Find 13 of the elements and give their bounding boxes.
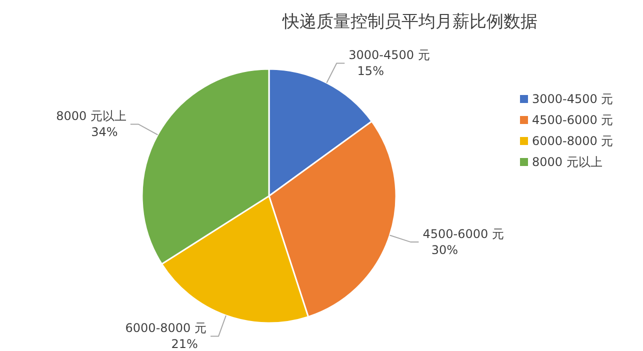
slice-label: 8000 元以上 [56, 109, 126, 124]
legend-label: 3000-4500 元 [532, 92, 614, 106]
legend-label: 8000 元以上 [532, 155, 602, 169]
legend-label: 6000-8000 元 [532, 134, 614, 148]
slice-label: 6000-8000 元 [125, 321, 207, 336]
data-label: 34% [91, 125, 118, 140]
data-label: 15% [357, 64, 384, 78]
legend-label: 4500-6000 元 [532, 113, 614, 127]
chart-title: 快递质量控制员平均月薪比例数据 [282, 12, 538, 32]
slice-label: 4500-6000 元 [422, 227, 504, 242]
slice-label: 3000-4500 元 [348, 48, 430, 62]
data-label: 30% [431, 243, 458, 258]
data-label: 21% [171, 337, 198, 351]
